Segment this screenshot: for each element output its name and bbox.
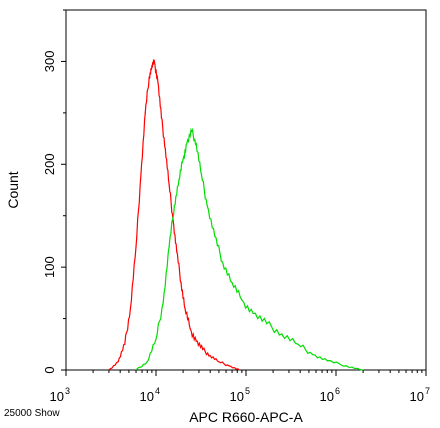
series-1 [135,127,364,371]
series-1-point [326,360,328,362]
x-tick-base: 10 [140,389,154,404]
series-1-point [178,179,180,181]
x-tick-exp: 7 [425,386,430,396]
series-1-point [155,338,157,340]
x-tick-label: 10 5 [230,386,250,404]
series-0-point [195,340,197,342]
x-tick-exp: 5 [245,386,250,396]
series-0-line [108,59,240,371]
series-1-point [345,365,347,367]
series-0-point [239,369,241,371]
x-tick-base: 10 [50,389,64,404]
series-0-point [202,348,204,351]
y-tick-label: 0 [42,366,57,373]
x-tick-base: 10 [320,389,334,404]
x-tick-exp: 6 [335,386,340,396]
x-tick-label: 10 7 [410,386,430,404]
series-0-point [148,76,150,78]
plot-frame [65,9,427,371]
series-0-point [144,112,146,114]
y-tick-label: 100 [42,256,57,278]
x-tick-base: 10 [230,389,244,404]
series-1-point [146,361,148,363]
x-tick-label: 10 6 [320,386,340,404]
series-0-point [180,281,182,284]
series-0-point [135,245,137,248]
series-1-point [222,261,224,263]
series-1-point [168,245,170,248]
series-1-point [231,281,233,284]
series-1-point [182,158,184,160]
series-0-point [176,251,178,253]
series-1-point [252,312,254,315]
series-0-point [189,328,191,330]
y-axis: 0 100 200 300 [42,9,66,374]
series-0-point [140,173,142,176]
series-1-point [214,235,216,237]
x-axis: 10 3 10 4 10 5 10 6 10 7 [50,370,430,404]
series-1-point [281,333,283,335]
series-1-point [297,343,299,345]
series-1-point [195,143,197,145]
y-tick-label: 300 [42,51,57,73]
x-axis-title: APC R660-APC-A [189,409,303,425]
series-0-point [168,184,170,186]
y-tick-label: 200 [42,153,57,175]
series-1-line [135,127,364,371]
series-0-point [209,355,211,357]
series-0-point [228,365,230,367]
series-0-point [129,307,132,309]
x-tick-label: 10 3 [50,386,70,404]
x-tick-exp: 3 [65,386,70,396]
y-axis-title: Count [5,171,21,208]
series-1-point [312,353,314,356]
series-1-point [173,204,175,207]
series-1-point [200,173,203,176]
series-1-point [162,302,164,304]
series-0-point [157,81,159,83]
series-0-point [164,148,166,150]
x-tick-exp: 4 [155,386,160,396]
series-0-point [151,65,153,68]
x-tick-label: 10 4 [140,386,160,404]
series-0-point [153,60,155,63]
series-1-point [241,299,243,301]
series-0 [108,59,241,371]
series-0-point [184,307,186,309]
series-1-point [206,204,208,207]
series-layer [108,59,364,371]
footer-label: 25000 Show [4,408,60,419]
series-0-point [160,117,163,119]
series-1-point [186,143,188,145]
x-tick-base: 10 [410,389,424,404]
series-0-point [218,361,220,363]
series-0-point [117,361,119,363]
series-0-point [124,343,126,345]
series-1-point [191,130,193,132]
series-1-point [266,323,268,325]
